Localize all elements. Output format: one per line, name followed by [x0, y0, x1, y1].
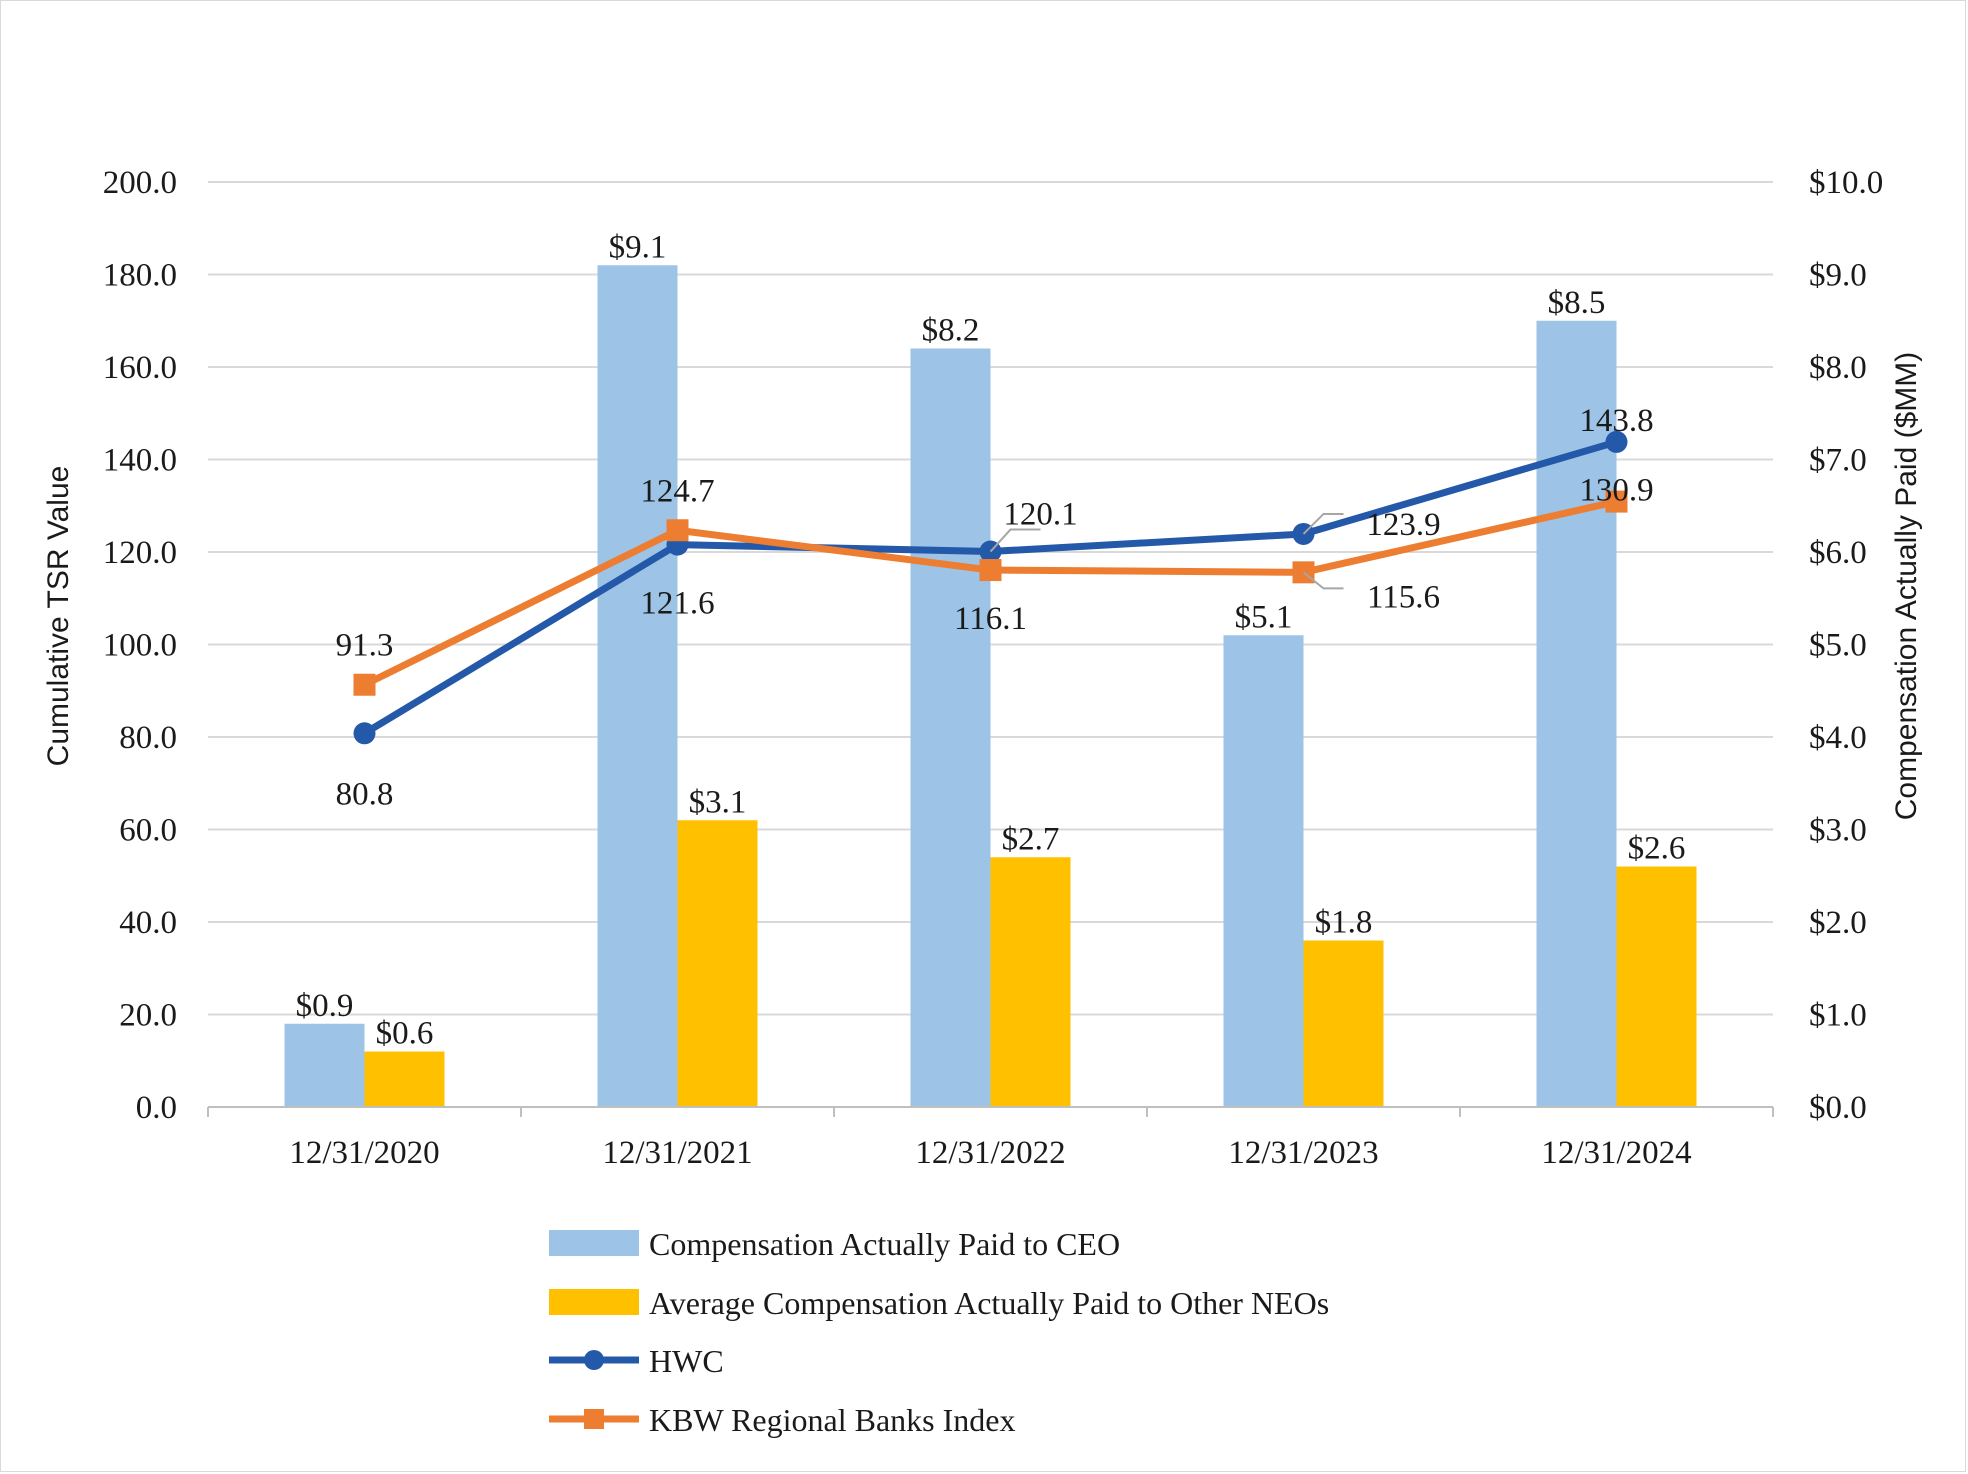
right-tick-label: $4.0: [1809, 720, 1867, 756]
legend-item-hwc[interactable]: HWC: [549, 1343, 724, 1379]
legend-label-ceo: Compensation Actually Paid to CEO: [649, 1226, 1120, 1262]
left-tick-label: 140.0: [103, 443, 177, 479]
legend-item-neos[interactable]: Average Compensation Actually Paid to Ot…: [549, 1285, 1329, 1321]
bars: [284, 265, 1697, 1107]
right-tick-label: $2.0: [1809, 905, 1867, 941]
neo-bar-label: $3.1: [689, 784, 747, 820]
right-tick-label: $5.0: [1809, 628, 1867, 664]
right-tick-label: $1.0: [1809, 998, 1867, 1034]
neo-compensation-bar: [364, 1051, 445, 1107]
legend-label-kbw: KBW Regional Banks Index: [649, 1402, 1015, 1438]
kbw-data-label: 130.9: [1579, 473, 1653, 509]
legend-swatch-ceo: [549, 1230, 639, 1256]
x-tick-label: 12/31/2023: [1228, 1135, 1378, 1171]
ceo-compensation-bar: [597, 265, 678, 1107]
legend-swatch-neos: [549, 1289, 639, 1315]
kbw-point: [1605, 490, 1628, 513]
left-tick-label: 40.0: [119, 905, 177, 941]
legend-item-ceo[interactable]: Compensation Actually Paid to CEO: [549, 1226, 1120, 1262]
kbw-data-label: 115.6: [1367, 579, 1440, 615]
hwc-data-label: 80.8: [336, 776, 394, 812]
kbw-data-label: 116.1: [954, 601, 1027, 637]
axes: 0.0 $0.0 20.0 $1.0 40.0 $2.0 60.0 $3.0 80.0 $4.0 1…: [103, 165, 1884, 1171]
ceo-bar-label: $9.1: [609, 229, 667, 265]
ceo-compensation-bar: [910, 348, 991, 1107]
x-tick-label: 12/31/2021: [602, 1135, 752, 1171]
x-tick-label: 12/31/2024: [1541, 1135, 1691, 1171]
ceo-bar-label: $8.5: [1548, 285, 1606, 321]
left-tick-label: 180.0: [103, 258, 177, 294]
legend-marker-kbw: [584, 1409, 604, 1429]
neo-compensation-bar: [677, 820, 758, 1107]
label-leader-line: [1302, 571, 1344, 590]
left-tick-label: 80.0: [119, 720, 177, 756]
kbw-point: [353, 673, 376, 696]
data-labels: $0.9 $9.1 $8.2 $5.1 $8.5 $0.6 $3.1 $2.7 $1.8 $2.6…: [296, 229, 1686, 1051]
kbw-data-label: 91.3: [336, 628, 394, 664]
hwc-point: [1605, 430, 1628, 453]
hwc-data-label: 121.6: [640, 586, 714, 622]
label-leader-line: [1302, 512, 1344, 535]
right-tick-label: $7.0: [1809, 443, 1867, 479]
left-tick-label: 0.0: [136, 1090, 177, 1126]
x-tick-label: 12/31/2022: [915, 1135, 1065, 1171]
right-tick-label: $9.0: [1809, 258, 1867, 294]
right-tick-label: $6.0: [1809, 535, 1867, 571]
hwc-data-label: 143.8: [1579, 403, 1653, 439]
left-tick-label: 60.0: [119, 813, 177, 849]
legend: Compensation Actually Paid to CEO Averag…: [549, 1226, 1329, 1438]
right-tick-label: $0.0: [1809, 1090, 1867, 1126]
kbw-point: [666, 519, 689, 542]
hwc-data-label: 120.1: [1003, 497, 1077, 533]
neo-bar-label: $1.8: [1315, 905, 1373, 941]
hwc-data-label: 123.9: [1366, 507, 1440, 543]
left-tick-label: 100.0: [103, 628, 177, 664]
neo-bar-label: $0.6: [376, 1016, 434, 1052]
ceo-bar-label: $0.9: [296, 988, 354, 1024]
neo-compensation-bar: [1616, 866, 1697, 1107]
right-axis-title: Compensation Actually Paid ($MM): [1890, 352, 1923, 821]
x-tick-label: 12/31/2020: [289, 1135, 439, 1171]
kbw-data-label: 124.7: [640, 473, 714, 509]
hwc-point: [353, 722, 376, 745]
ceo-compensation-bar: [1223, 635, 1304, 1107]
neo-bar-label: $2.7: [1002, 821, 1060, 857]
left-tick-label: 20.0: [119, 998, 177, 1034]
right-tick-label: $3.0: [1809, 813, 1867, 849]
neo-compensation-bar: [1303, 940, 1384, 1107]
legend-item-kbw[interactable]: KBW Regional Banks Index: [549, 1402, 1015, 1438]
left-tick-label: 160.0: [103, 350, 177, 386]
left-tick-label: 200.0: [103, 165, 177, 201]
ceo-compensation-bar: [284, 1023, 365, 1107]
kbw-point: [979, 559, 1002, 582]
ceo-bar-label: $8.2: [922, 313, 980, 349]
right-tick-label: $8.0: [1809, 350, 1867, 386]
legend-label-neos: Average Compensation Actually Paid to Ot…: [649, 1285, 1329, 1321]
label-leader-line: [989, 528, 1041, 553]
legend-label-hwc: HWC: [649, 1343, 724, 1379]
neo-compensation-bar: [990, 857, 1071, 1107]
left-tick-label: 120.0: [103, 535, 177, 571]
neo-bar-label: $2.6: [1628, 831, 1686, 867]
right-tick-label: $10.0: [1809, 165, 1883, 201]
ceo-bar-label: $5.1: [1235, 599, 1293, 635]
legend-marker-hwc: [584, 1350, 604, 1370]
left-axis-title: Cumulative TSR Value: [42, 466, 75, 767]
